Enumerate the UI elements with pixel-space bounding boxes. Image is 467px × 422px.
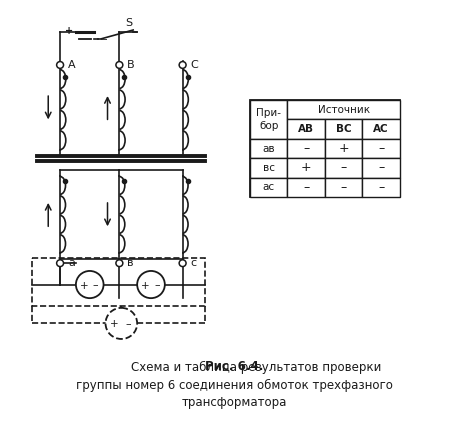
Text: Схема и таблица результатов проверки
группы номер 6 соединения обмоток трехфазно: Схема и таблица результатов проверки гру…: [76, 361, 392, 408]
Bar: [287, 178, 325, 197]
Text: вс: вс: [262, 163, 275, 173]
Text: –: –: [378, 181, 384, 194]
Text: +: +: [301, 162, 311, 174]
Text: S: S: [126, 18, 133, 28]
Circle shape: [116, 62, 123, 68]
Bar: [250, 100, 400, 197]
Bar: [250, 158, 287, 178]
Text: –: –: [378, 142, 384, 155]
Text: +: +: [141, 281, 149, 290]
Text: A: A: [68, 60, 76, 70]
Circle shape: [106, 308, 137, 339]
Bar: [250, 178, 287, 197]
Text: C: C: [191, 60, 198, 70]
Text: +: +: [65, 26, 73, 36]
Text: –: –: [303, 142, 309, 155]
Text: –: –: [93, 281, 99, 290]
Text: АС: АС: [374, 124, 389, 134]
Text: +: +: [79, 281, 88, 290]
Text: Рис. 6.4.: Рис. 6.4.: [205, 360, 263, 373]
Text: +: +: [110, 319, 119, 330]
Text: –: –: [378, 162, 384, 174]
Bar: [362, 119, 400, 139]
Circle shape: [57, 260, 64, 267]
Bar: [325, 158, 362, 178]
Bar: [287, 158, 325, 178]
Text: ас: ас: [262, 182, 275, 192]
Text: –: –: [340, 181, 347, 194]
Text: При-
бор: При- бор: [256, 108, 281, 130]
Text: –: –: [303, 181, 309, 194]
Text: –: –: [126, 319, 131, 330]
Text: –: –: [154, 281, 160, 290]
Circle shape: [116, 260, 123, 267]
Text: –: –: [340, 162, 347, 174]
Bar: [325, 119, 362, 139]
Bar: [325, 139, 362, 158]
Circle shape: [76, 271, 104, 298]
Text: АВ: АВ: [298, 124, 314, 134]
Text: Источник: Источник: [318, 105, 370, 115]
Bar: [250, 139, 287, 158]
Bar: [325, 178, 362, 197]
Bar: [32, 258, 205, 306]
Bar: [287, 100, 400, 119]
Bar: [250, 100, 287, 139]
Circle shape: [137, 271, 165, 298]
Circle shape: [57, 62, 64, 68]
Bar: [287, 139, 325, 158]
Text: +: +: [339, 142, 349, 155]
Text: ав: ав: [262, 143, 275, 154]
Text: в: в: [127, 258, 134, 268]
Text: –: –: [102, 34, 107, 44]
Circle shape: [179, 62, 186, 68]
Text: B: B: [127, 60, 135, 70]
Text: ВС: ВС: [336, 124, 352, 134]
Text: a: a: [68, 258, 75, 268]
Bar: [362, 158, 400, 178]
Bar: [287, 119, 325, 139]
Bar: [362, 139, 400, 158]
Circle shape: [179, 260, 186, 267]
Text: c: c: [191, 258, 197, 268]
Bar: [362, 178, 400, 197]
